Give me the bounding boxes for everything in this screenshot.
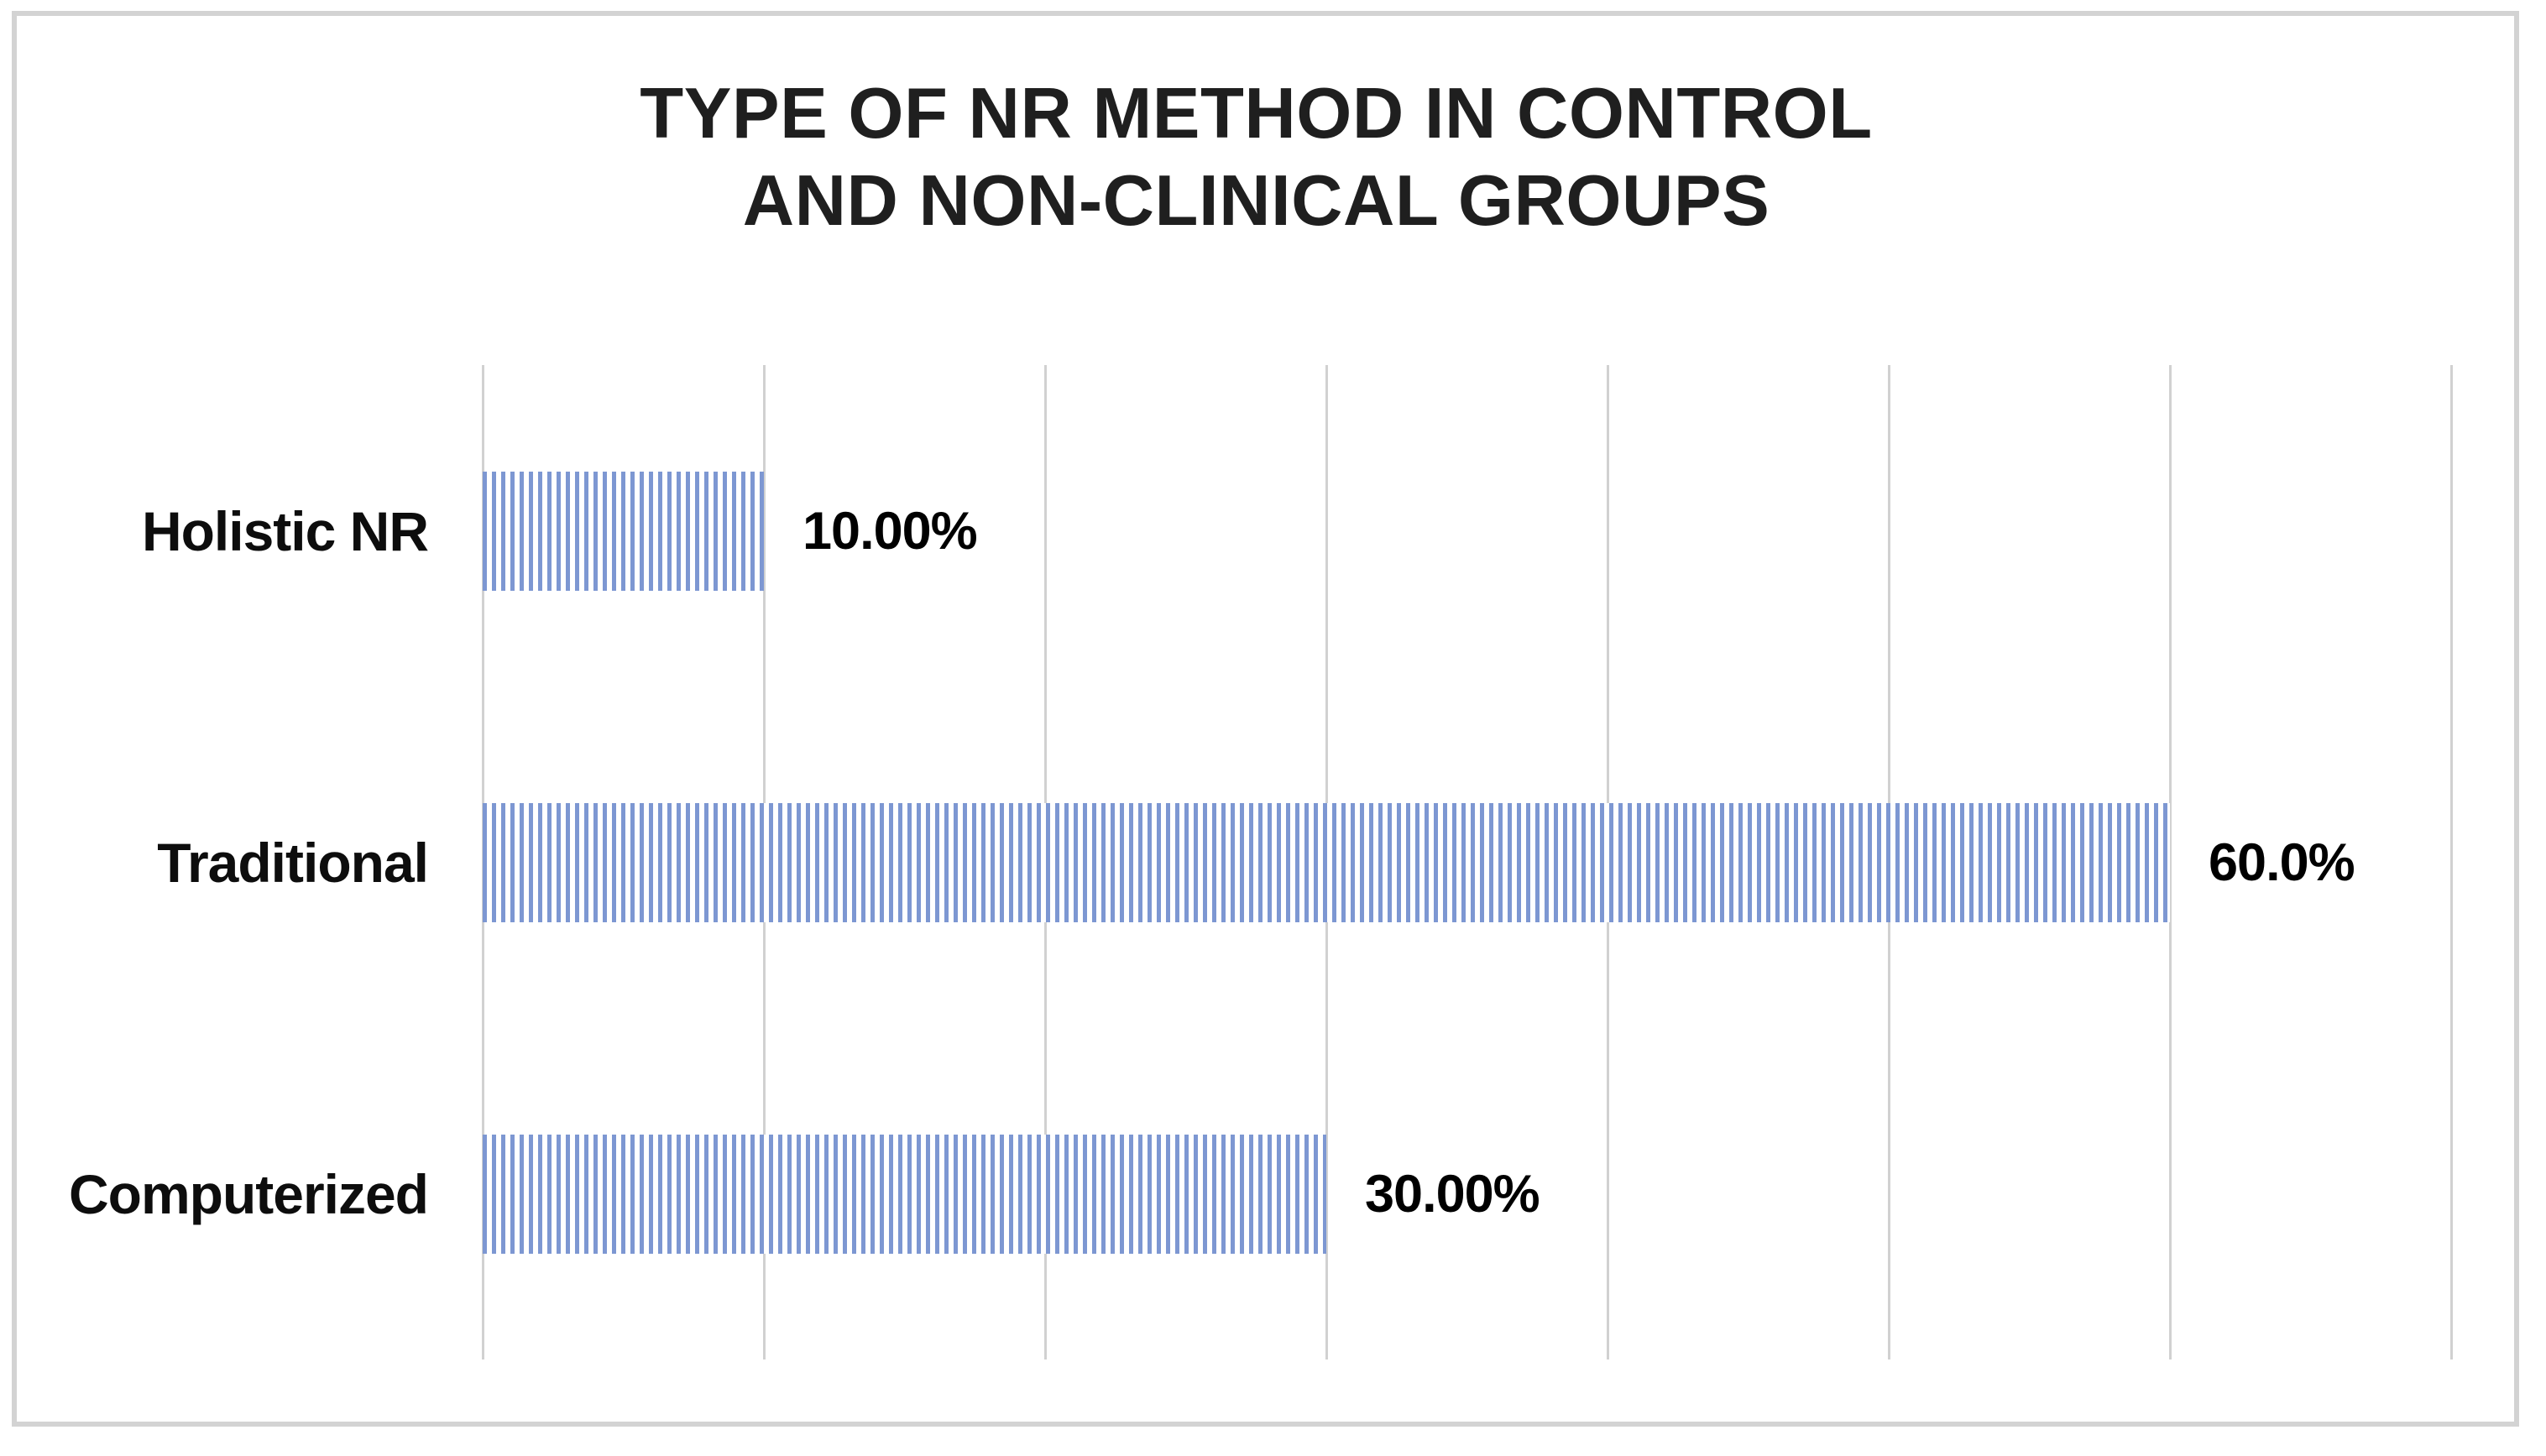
category-label-holistic-nr: Holistic NR bbox=[141, 499, 429, 562]
chart-row-traditional: Traditional 60.0% bbox=[17, 697, 2529, 1028]
chart-row-computerized: Computerized 30.00% bbox=[17, 1028, 2529, 1359]
bar-traditional bbox=[483, 802, 2170, 922]
bar-area-traditional: 60.0% bbox=[483, 697, 2529, 1028]
category-label-computerized: Computerized bbox=[68, 1162, 429, 1225]
bar-area-computerized: 30.00% bbox=[483, 1028, 2529, 1359]
gridline bbox=[2449, 365, 2453, 1359]
chart-row-holistic-nr: Holistic NR 10.00% bbox=[17, 365, 2529, 697]
value-label-holistic-nr: 10.00% bbox=[802, 501, 978, 561]
bar-computerized bbox=[483, 1134, 1326, 1254]
bar-area-holistic-nr: 10.00% bbox=[483, 365, 2529, 697]
category-label-traditional: Traditional bbox=[157, 831, 429, 894]
chart-rows: Holistic NR 10.00% Traditional 60.0% Compute… bbox=[17, 365, 2529, 1359]
value-label-computerized: 30.00% bbox=[1365, 1164, 1540, 1224]
chart-title-line2: AND NON-CLINICAL GROUPS bbox=[742, 161, 1770, 241]
chart-title-line1: TYPE OF NR METHOD IN CONTROL bbox=[640, 74, 1873, 154]
bar-holistic-nr bbox=[483, 471, 764, 591]
chart-title: TYPE OF NR METHOD IN CONTROL AND NON-CLI… bbox=[0, 70, 2512, 245]
value-label-traditional: 60.0% bbox=[2209, 832, 2355, 892]
gridline bbox=[2168, 365, 2172, 1359]
